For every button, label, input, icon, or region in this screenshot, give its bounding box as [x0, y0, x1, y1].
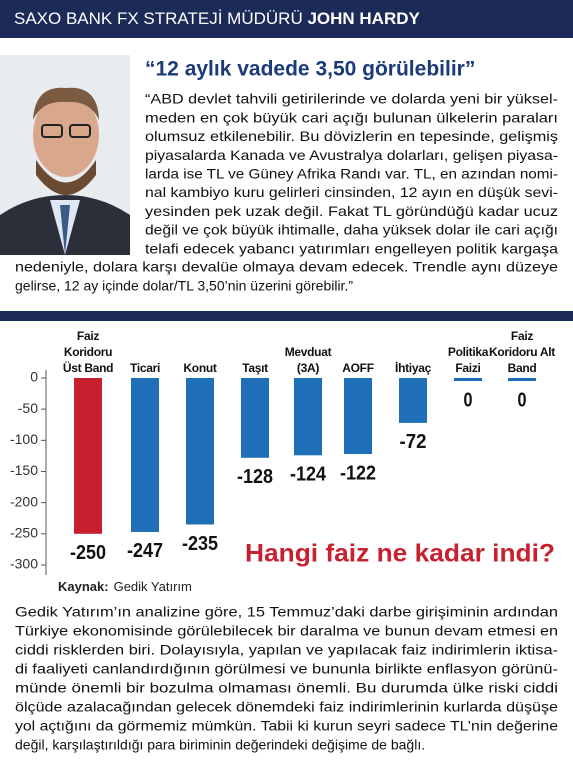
quote-line: olumsuz etkilenebilir. Bu dövizlerin en …	[145, 128, 558, 144]
body-line: değil, karşılaştırıldığı para biriminin …	[15, 737, 425, 753]
y-tick-label: -100	[10, 431, 38, 447]
source: Kaynak: Gedik Yatırım	[58, 579, 192, 594]
quote-line: nal kambiyo kuru gelirleri cinsinden, 12…	[145, 184, 558, 200]
y-tick-label: -250	[10, 525, 38, 541]
value-label: -247	[127, 540, 163, 562]
category-label: Taşıt	[242, 361, 268, 375]
value-label: -122	[340, 462, 376, 484]
category-label: Faiz Koridoru Alt Band	[489, 329, 555, 375]
value-label: -128	[237, 466, 273, 488]
bar	[131, 378, 159, 532]
quote-line: larda ise TL ve Güney Afrika Randı var. …	[145, 166, 558, 182]
bar	[241, 378, 269, 458]
quote-line: yesinden pek uzak değil. Fakat TL göründ…	[145, 203, 558, 219]
bar	[186, 378, 214, 525]
body-line: yol açtığını da görmemiz mümkün. Tabii k…	[15, 718, 558, 734]
quote-line: meden en çok büyük cari açığı bulunan ül…	[145, 109, 558, 125]
bar	[399, 378, 427, 423]
body-line: münde önemli bir bozulma olmaması önemli…	[15, 680, 558, 696]
value-label: 0	[464, 389, 473, 411]
category-label: AOFF	[342, 361, 374, 375]
quote-line: gelirse, 12 ay içinde dolar/TL 3,50’nin …	[15, 278, 353, 294]
header-bar	[0, 0, 573, 38]
header-name: JOHN HARDY	[307, 9, 420, 28]
y-tick-label: -50	[18, 400, 38, 416]
y-tick-label: -200	[10, 493, 38, 509]
y-tick-label: -300	[10, 556, 38, 572]
value-label: -250	[70, 542, 106, 564]
value-label: -72	[400, 431, 427, 453]
body-line: Türkiye ekonomisinde görülebilecek bir d…	[15, 623, 558, 639]
quote-line: nedeniyle, dolara karşı devalüe olmaya d…	[15, 259, 558, 275]
category-label: Politika Faizi	[447, 345, 489, 375]
bar	[294, 378, 322, 456]
y-tick-label: 0	[30, 369, 38, 385]
divider	[0, 311, 573, 321]
photo	[0, 55, 130, 255]
header: SAXO BANK FX STRATEJİ MÜDÜRÜ JOHN HARDY	[14, 9, 421, 28]
header-prefix: SAXO BANK FX STRATEJİ MÜDÜRÜ	[14, 9, 303, 28]
body-line: Gedik Yatırım’ın analizine göre, 15 Temm…	[15, 604, 558, 620]
bar	[74, 378, 102, 534]
bar	[454, 378, 482, 381]
quote-line: telafi edecek yabancı yatırımları engell…	[145, 240, 558, 256]
chart-title: Hangi faiz ne kadar indi?	[245, 540, 555, 568]
value-label: -124	[290, 464, 327, 486]
quote-title: “12 aylık vadede 3,50 görülebilir”	[145, 58, 475, 81]
value-label: -235	[182, 533, 218, 555]
value-label: 0	[518, 389, 527, 411]
category-label: Faiz Koridoru Üst Band	[62, 329, 114, 375]
body-line: ciddi risklerden biri. Dolayısıyla, yapı…	[15, 642, 558, 658]
category-label: İhtiyaç	[395, 361, 431, 375]
body-line: di faaliyeti canlandırdığının görülmesi …	[15, 661, 558, 677]
bar	[508, 378, 536, 381]
body-line: ölçüde azalacağından gelecek dönemdeki f…	[15, 699, 558, 715]
quote-line: piyasalarda Kanada ve Avustralya dolarla…	[145, 147, 558, 163]
category-label: Mevduat (3A)	[284, 345, 332, 375]
quote-line: “ABD devlet tahvili getirilerinde ve dol…	[145, 91, 558, 107]
category-label: Ticari	[130, 361, 160, 375]
y-tick-label: -150	[10, 462, 38, 478]
source-label: Kaynak:	[58, 579, 109, 594]
source-text: Gedik Yatırım	[114, 579, 192, 594]
bar	[344, 378, 372, 455]
category-label: Konut	[183, 361, 217, 375]
quote-line: değil ve çok büyük ihtimalle, daha yükse…	[145, 222, 558, 238]
